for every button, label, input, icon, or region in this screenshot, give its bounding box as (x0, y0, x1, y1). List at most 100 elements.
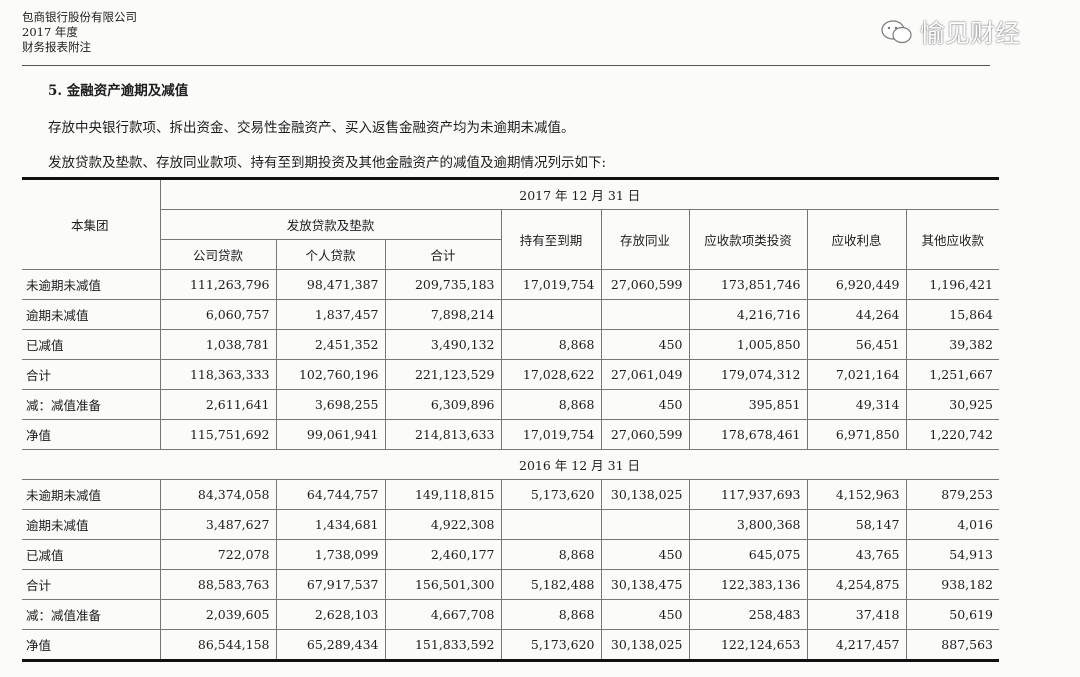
value-cell: 86,544,158 (159, 629, 276, 662)
row-label: 净值 (22, 419, 160, 450)
value-cell: 450 (600, 539, 689, 570)
value-cell: 6,920,449 (806, 269, 906, 300)
value-cell: 258,483 (688, 599, 807, 630)
row-label: 已减值 (22, 539, 160, 570)
value-cell: 3,487,627 (159, 509, 276, 540)
value-cell: 4,667,708 (384, 599, 501, 630)
value-cell (600, 509, 689, 540)
value-cell: 173,851,746 (688, 269, 807, 300)
value-cell: 4,016 (905, 509, 999, 540)
column-header: 应收利息 (806, 209, 906, 270)
value-cell: 98,471,387 (275, 269, 385, 300)
value-cell: 156,501,300 (384, 569, 501, 600)
value-cell: 151,833,592 (384, 629, 501, 662)
paragraph-2: 发放贷款及垫款、存放同业款项、持有至到期投资及其他金融资产的减值及逾期情况列示如… (48, 155, 607, 171)
value-cell: 118,363,333 (159, 359, 276, 390)
value-cell: 56,451 (806, 329, 906, 360)
value-cell: 7,898,214 (384, 299, 501, 330)
row-label: 逾期未减值 (22, 509, 160, 540)
value-cell: 1,434,681 (275, 509, 385, 540)
value-cell: 1,251,667 (905, 359, 999, 390)
company-name: 包商银行股份有限公司 (22, 10, 137, 24)
value-cell: 6,309,896 (384, 389, 501, 420)
value-cell (500, 509, 601, 540)
value-cell: 3,698,255 (275, 389, 385, 420)
value-cell: 7,021,164 (806, 359, 906, 390)
value-cell: 4,216,716 (688, 299, 807, 330)
value-cell: 8,868 (500, 539, 601, 570)
value-cell: 2,628,103 (275, 599, 385, 630)
table-row: 未逾期未减值 84,374,058 64,744,757 149,118,815 5,1… (22, 479, 999, 510)
value-cell: 30,925 (905, 389, 999, 420)
value-cell: 1,005,850 (688, 329, 807, 360)
value-cell: 2,451,352 (275, 329, 385, 360)
value-cell: 8,868 (500, 389, 601, 420)
value-cell: 88,583,763 (159, 569, 276, 600)
value-cell: 3,490,132 (384, 329, 501, 360)
value-cell: 115,751,692 (159, 419, 276, 450)
value-cell: 17,028,622 (500, 359, 601, 390)
row-label: 合计 (22, 569, 160, 600)
value-cell: 50,619 (905, 599, 999, 630)
impairment-table: 本集团 2017 年 12 月 31 日 发放贷款及垫款 持有至到期 存放同业 … (22, 177, 999, 662)
table-row: 减：减值准备 2,039,605 2,628,103 4,667,708 8,868 45… (22, 599, 999, 630)
value-cell: 122,383,136 (688, 569, 807, 600)
value-cell: 39,382 (905, 329, 999, 360)
value-cell: 5,173,620 (500, 629, 601, 662)
value-cell: 4,217,457 (806, 629, 906, 662)
value-cell (500, 299, 601, 330)
column-header: 公司贷款 (159, 239, 276, 270)
row-label: 未逾期未减值 (22, 269, 160, 300)
row-label: 已减值 (22, 329, 160, 360)
value-cell: 49,314 (806, 389, 906, 420)
value-cell: 27,060,599 (600, 419, 689, 450)
value-cell: 6,971,850 (806, 419, 906, 450)
row-label: 逾期未减值 (22, 299, 160, 330)
value-cell: 102,760,196 (275, 359, 385, 390)
value-cell: 30,138,025 (600, 479, 689, 510)
column-header: 合计 (384, 239, 501, 270)
value-cell (600, 299, 689, 330)
value-cell: 395,851 (688, 389, 807, 420)
table-row: 合计 88,583,763 67,917,537 156,501,300 5,182,4… (22, 569, 999, 600)
value-cell: 149,118,815 (384, 479, 501, 510)
value-cell: 30,138,475 (600, 569, 689, 600)
column-header: 存放同业 (600, 209, 689, 270)
value-cell: 5,182,488 (500, 569, 601, 600)
value-cell: 5,173,620 (500, 479, 601, 510)
value-cell: 44,264 (806, 299, 906, 330)
value-cell: 179,074,312 (688, 359, 807, 390)
value-cell: 221,123,529 (384, 359, 501, 390)
watermark: 愉见财经 (880, 14, 1020, 50)
table-row: 减：减值准备 2,611,641 3,698,255 6,309,896 8,868 45… (22, 389, 999, 420)
value-cell: 4,254,875 (806, 569, 906, 600)
value-cell: 99,061,941 (275, 419, 385, 450)
value-cell: 4,152,963 (806, 479, 906, 510)
value-cell: 117,937,693 (688, 479, 807, 510)
value-cell: 8,868 (500, 329, 601, 360)
paragraph-1: 存放中央银行款项、拆出资金、交易性金融资产、买入返售金融资产均为未逾期未减值。 (48, 120, 575, 136)
value-cell: 8,868 (500, 599, 601, 630)
document-title: 财务报表附注 (22, 40, 91, 54)
column-header: 个人贷款 (275, 239, 385, 270)
row-label: 净值 (22, 629, 160, 662)
value-cell: 645,075 (688, 539, 807, 570)
loans-group-header: 发放贷款及垫款 (159, 209, 501, 240)
row-label: 合计 (22, 359, 160, 390)
row-label: 减：减值准备 (22, 599, 160, 630)
wechat-icon (881, 20, 912, 44)
section-title: 5. 金融资产逾期及减值 (48, 83, 189, 99)
value-cell: 17,019,754 (500, 269, 601, 300)
value-cell: 65,289,434 (275, 629, 385, 662)
row-label: 减：减值准备 (22, 389, 160, 420)
value-cell: 15,864 (905, 299, 999, 330)
value-cell: 1,038,781 (159, 329, 276, 360)
value-cell: 122,124,653 (688, 629, 807, 662)
date-header: 2017 年 12 月 31 日 (159, 177, 999, 210)
value-cell: 111,263,796 (159, 269, 276, 300)
value-cell: 84,374,058 (159, 479, 276, 510)
value-cell: 4,922,308 (384, 509, 501, 540)
value-cell: 27,061,049 (600, 359, 689, 390)
value-cell: 1,220,742 (905, 419, 999, 450)
value-cell: 1,837,457 (275, 299, 385, 330)
